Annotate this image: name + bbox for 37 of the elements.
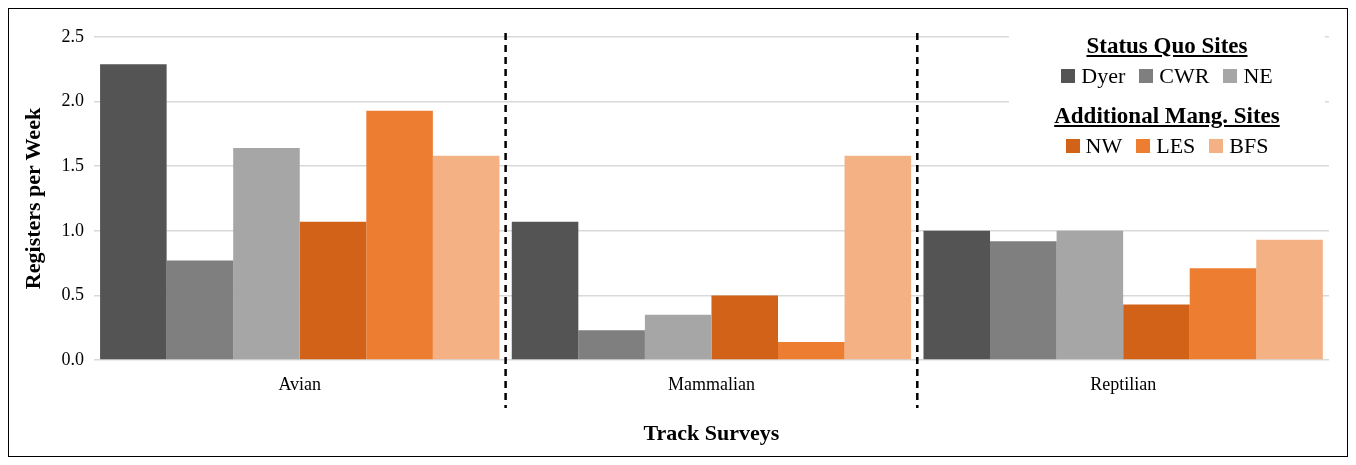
bar [1056,230,1124,360]
y-tick-label: 0.5 [61,284,84,305]
legend-label: NE [1243,63,1273,89]
bar [990,241,1057,360]
bar [432,155,500,360]
bar [1123,304,1190,360]
bar [923,230,991,360]
bar [511,221,579,360]
legend-label: NW [1085,133,1123,159]
bar [711,295,779,360]
y-tick-label: 1.5 [61,154,84,175]
annotation: Additional Mang. Sites [1053,103,1281,129]
bar [778,341,845,360]
bar [844,155,912,360]
y-tick-label: 0.0 [61,348,84,369]
legend-label: CWR [1159,63,1210,89]
y-tick-label: 2.5 [61,25,84,46]
legend-label: LES [1156,133,1196,159]
legend-label: BFS [1229,133,1269,159]
bar [1189,268,1257,360]
legend-label: Dyer [1081,63,1126,89]
bar [233,148,300,360]
y-tick-label: 1.0 [61,219,84,240]
x-tick-label: Mammalian [667,373,755,394]
bar [578,330,645,360]
bar [1256,239,1323,360]
bar [166,260,234,360]
y-axis-title: Registers per Week [19,107,45,290]
x-tick-label: Reptilian [1090,373,1157,394]
annotation: Status Quo Sites [1085,33,1249,59]
bar [644,314,712,360]
bar [299,221,367,360]
x-axis-title: Track Surveys [643,420,780,446]
bar [366,110,433,360]
bar [100,64,167,360]
x-tick-label: Avian [278,373,322,394]
y-tick-label: 2.0 [61,90,84,111]
